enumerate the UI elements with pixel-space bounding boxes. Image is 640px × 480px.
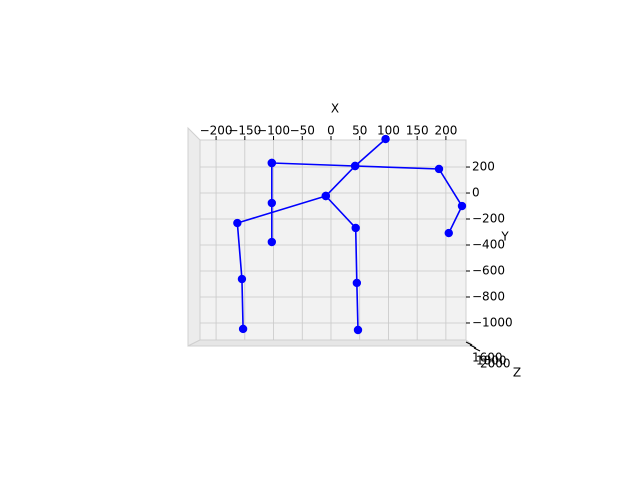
y-tick-label: 0 xyxy=(472,186,480,200)
x-axis-label: X xyxy=(331,102,339,116)
joint-marker xyxy=(351,223,360,233)
x-tick-label: 100 xyxy=(377,124,400,138)
y-tick-label: 200 xyxy=(472,160,495,174)
joint-marker xyxy=(267,158,277,168)
x-tick-label: 200 xyxy=(434,124,457,138)
x-tick-label: −200 xyxy=(200,124,233,138)
x-tick-label: −150 xyxy=(228,124,261,138)
z-tick xyxy=(473,347,481,352)
joint-marker xyxy=(444,228,453,238)
joint-marker xyxy=(350,161,360,171)
x-tick-label: −50 xyxy=(290,124,315,138)
y-axis-label: Y xyxy=(500,230,509,244)
y-tick-label: −200 xyxy=(472,212,505,226)
x-tick-label: 150 xyxy=(406,124,429,138)
x-tick-label: 50 xyxy=(352,124,367,138)
joint-marker xyxy=(237,274,247,284)
side-pane xyxy=(187,126,201,347)
joint-marker xyxy=(233,218,242,228)
z-tick-label: 1600 xyxy=(472,351,503,365)
joint-marker xyxy=(434,164,444,174)
x-tick-label: −100 xyxy=(257,124,290,138)
z-tick xyxy=(465,341,473,346)
joint-marker xyxy=(321,191,331,201)
joint-marker xyxy=(238,324,248,334)
joint-marker xyxy=(267,237,277,247)
z-tick xyxy=(469,344,477,349)
y-tick-label: −600 xyxy=(472,263,505,277)
y-tick-label: −1000 xyxy=(472,315,513,329)
y-tick-label: −400 xyxy=(472,238,505,252)
z-tick-label: 2000 xyxy=(480,357,511,371)
joint-marker xyxy=(353,325,363,335)
y-tick-label: −800 xyxy=(472,289,505,303)
x-tick-label: 0 xyxy=(327,124,335,138)
z-axis-label: Z xyxy=(513,366,521,380)
back-pane xyxy=(199,139,467,341)
joint-marker xyxy=(352,278,362,288)
bottom-pane xyxy=(187,339,476,347)
z-tick-label: 1800 xyxy=(476,354,507,368)
joint-marker xyxy=(457,201,467,211)
joint-marker xyxy=(381,134,390,144)
joint-marker xyxy=(267,198,277,208)
